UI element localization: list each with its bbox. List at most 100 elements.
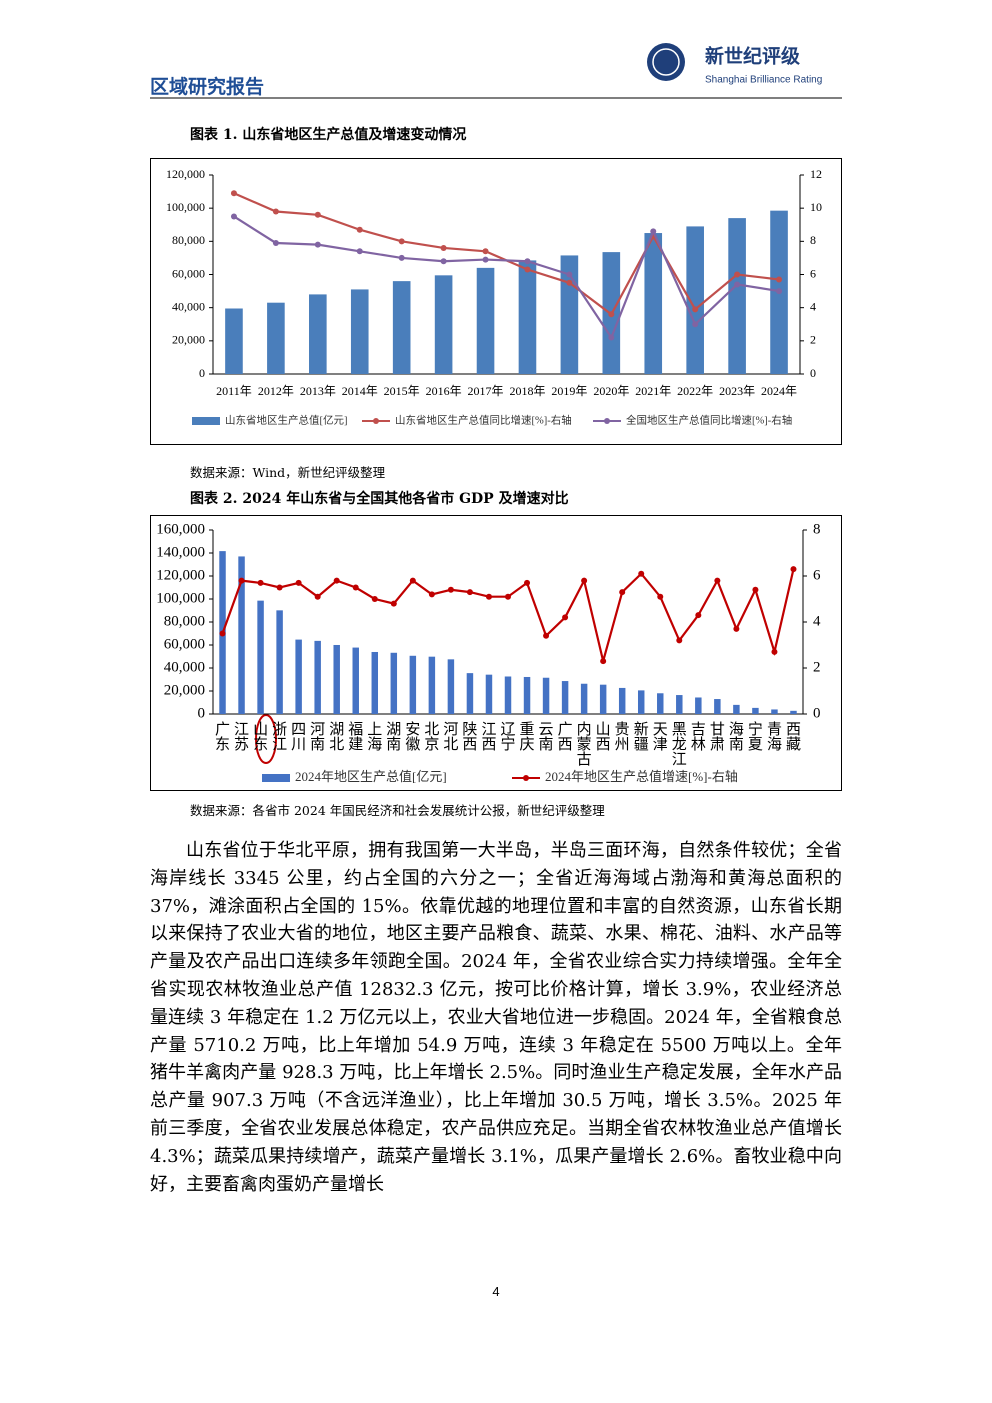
x-tick-label: 安徽 — [405, 721, 420, 753]
line-marker — [566, 279, 573, 286]
x-tick-label: 陕西 — [462, 721, 477, 753]
bar — [350, 289, 369, 374]
x-tick-label: 2022年 — [677, 384, 713, 398]
line-marker — [440, 258, 447, 265]
x-tick-label: 云南 — [539, 722, 554, 753]
line-marker — [608, 311, 615, 318]
line-marker — [524, 579, 531, 586]
x-tick-label: 重庆 — [520, 721, 535, 753]
page-number: 4 — [492, 1284, 500, 1299]
line-marker — [272, 208, 279, 215]
y2-tick-label: 6 — [813, 567, 821, 583]
line-marker — [333, 577, 340, 584]
x-tick-label: 宁夏 — [748, 721, 763, 753]
line-marker — [238, 577, 245, 584]
x-tick-label: 2023年 — [719, 384, 755, 398]
bar — [728, 218, 746, 374]
line-marker — [314, 593, 321, 600]
y2-tick-label: 4 — [813, 613, 821, 629]
y-tick-label: 100,000 — [166, 200, 205, 214]
line-marker — [257, 579, 264, 586]
legend-marker — [604, 418, 610, 424]
bar — [657, 693, 664, 714]
bar — [225, 308, 243, 374]
legend-marker — [523, 775, 529, 781]
line-marker — [581, 577, 588, 584]
line-marker — [428, 591, 435, 598]
x-tick-label: 2024年 — [761, 384, 797, 398]
line-marker — [295, 579, 302, 586]
line-marker — [600, 658, 607, 665]
line-marker — [608, 334, 615, 341]
line-marker — [390, 600, 397, 607]
y-tick-label: 80,000 — [172, 233, 205, 247]
x-tick-label: 贵州 — [615, 721, 630, 753]
y-tick-label: 100,000 — [156, 590, 205, 606]
line-marker — [790, 566, 797, 573]
bar — [637, 690, 645, 714]
line-marker — [356, 248, 363, 255]
bar — [523, 676, 531, 714]
y2-tick-label: 12 — [810, 167, 822, 181]
bar — [752, 707, 759, 714]
y-tick-label: 60,000 — [172, 266, 205, 280]
x-tick-label: 2012年 — [258, 384, 294, 398]
legend-label: 山东省地区生产总值[亿元] — [225, 413, 348, 426]
x-tick-label: 湖南 — [386, 721, 401, 753]
chart-frame — [150, 515, 842, 791]
line-marker — [371, 596, 378, 602]
x-tick-label: 天津 — [653, 722, 668, 753]
line-marker — [356, 226, 363, 233]
line-marker — [638, 570, 645, 577]
line-marker — [272, 239, 279, 246]
x-tick-label: 湖北 — [329, 721, 344, 753]
chart-source: 数据来源：Wind，新世纪评级整理 — [190, 465, 386, 480]
line-marker — [619, 589, 626, 596]
line-marker — [692, 306, 699, 313]
line-marker — [714, 577, 721, 584]
bar — [428, 656, 436, 714]
bar — [695, 697, 702, 714]
bar — [447, 659, 455, 714]
line-marker — [482, 256, 489, 263]
y2-tick-label: 10 — [810, 200, 822, 214]
y-tick-label: 0 — [199, 366, 205, 380]
bar — [276, 610, 283, 714]
y-tick-label: 60,000 — [164, 636, 205, 652]
x-tick-label: 上海 — [367, 721, 382, 753]
x-tick-label: 2016年 — [426, 384, 462, 398]
line-series — [233, 215, 780, 340]
y-tick-label: 40,000 — [164, 659, 205, 675]
line-marker — [466, 589, 473, 596]
bar — [714, 699, 721, 714]
y2-tick-label: 8 — [810, 233, 816, 247]
x-tick-label: 辽宁 — [500, 721, 515, 753]
y-tick-label: 40,000 — [172, 299, 205, 313]
line-marker — [733, 625, 740, 632]
x-tick-label: 山西 — [596, 721, 611, 753]
x-tick-label: 浙江 — [272, 721, 287, 753]
body-paragraph: 山东省位于华北平原，拥有我国第一大半岛，半岛三面环海，自然条件较优；全省海岸线长… — [150, 840, 842, 1195]
bar — [466, 673, 474, 714]
bar — [485, 674, 493, 714]
bar — [434, 275, 453, 374]
bar — [352, 647, 359, 714]
y-tick-label: 0 — [198, 705, 206, 721]
x-tick-label: 2017年 — [468, 384, 504, 398]
x-tick-label: 四川 — [291, 722, 306, 753]
bar — [542, 677, 550, 714]
bar — [771, 709, 778, 714]
legend-swatch — [192, 417, 220, 425]
x-tick-label: 2018年 — [509, 384, 545, 398]
x-tick-label: 2011年 — [216, 384, 252, 398]
y-tick-label: 120,000 — [156, 567, 205, 583]
bar — [580, 683, 588, 714]
line-marker — [485, 593, 492, 600]
y2-tick-label: 0 — [810, 366, 816, 380]
x-tick-label: 河南 — [310, 721, 325, 753]
y2-tick-label: 2 — [813, 659, 821, 675]
y-tick-label: 120,000 — [166, 167, 205, 181]
x-tick-label: 福建 — [348, 721, 363, 753]
x-tick-label: 吉林 — [691, 721, 706, 753]
line-marker — [447, 586, 454, 593]
